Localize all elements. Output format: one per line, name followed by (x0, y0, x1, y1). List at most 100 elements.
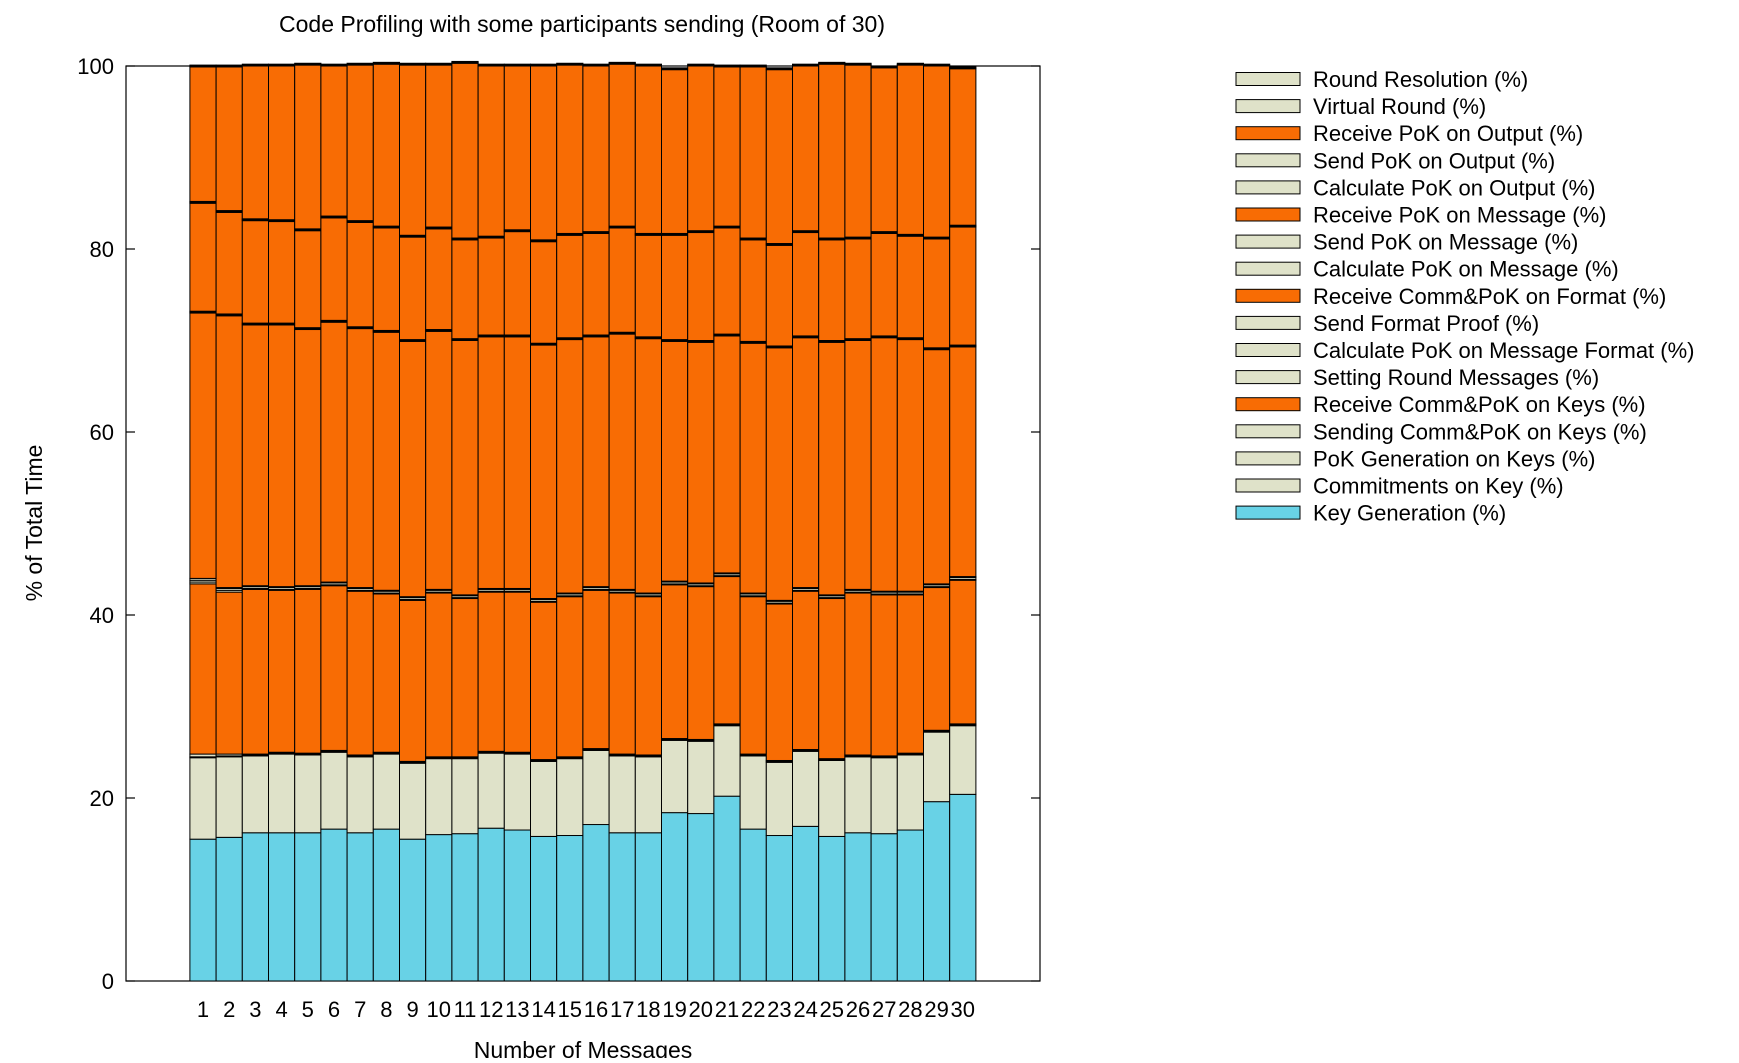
bar-25-commitments-on-key (818, 759, 846, 837)
bar-12-receive-pok-on-output (477, 65, 505, 237)
axes-layer: 1 2 3 4 5 6 7 8 9 10 11 12 13 14 15 16 17 18 19 20 21 22 23 24 2… (77, 54, 1040, 1022)
x-tick-label: 7 (354, 997, 366, 1022)
bar-23-receive-pok-on-output (765, 69, 793, 245)
bar-10-round-resolution (425, 62, 453, 65)
bar-12-commitments-on-key (477, 752, 505, 829)
bar-9-commitments-on-key (399, 762, 427, 840)
bar-30-receive-pok-on-message (949, 226, 977, 346)
bar-4-receive-comm-pok-on-format (268, 324, 296, 588)
bar-9-receive-pok-on-message (399, 236, 427, 341)
bar-23-receive-pok-on-message (765, 244, 793, 347)
bar-13-receive-comm-pok-on-keys (503, 591, 531, 753)
bar-25-receive-comm-pok-on-keys (818, 598, 846, 760)
bar-4-receive-comm-pok-on-keys (268, 589, 296, 753)
bar-7-receive-pok-on-output (346, 64, 374, 222)
legend-label-calculate-pok-on-output: Calculate PoK on Output (%) (1313, 175, 1595, 200)
bar-3-receive-comm-pok-on-keys (241, 588, 270, 755)
x-tick-label: 28 (898, 997, 922, 1022)
bar-27-receive-comm-pok-on-keys (870, 594, 898, 757)
x-tick-label: 12 (479, 997, 503, 1022)
bar-27-receive-pok-on-output (870, 67, 898, 233)
bar-10-receive-comm-pok-on-format (425, 330, 453, 590)
bar-3-receive-pok-on-output (241, 65, 270, 220)
legend-label-calculate-pok-on-message: Calculate PoK on Message (%) (1313, 257, 1619, 282)
bar-13-commitments-on-key (503, 753, 531, 831)
legend-swatch-pok-generation-on-keys (1235, 451, 1301, 466)
legend-label-receive-pok-on-output: Receive PoK on Output (%) (1313, 121, 1583, 146)
bar-14-round-resolution (530, 63, 558, 66)
bar-29-round-resolution (923, 63, 951, 66)
y-tick-label: 20 (90, 786, 114, 811)
bar-3-receive-pok-on-message (241, 220, 270, 324)
bar-15-round-resolution (556, 62, 584, 65)
bar-14-receive-comm-pok-on-format (530, 344, 558, 600)
bar-21-key-generation (713, 795, 741, 982)
legend-swatch-calculate-pok-on-message (1235, 261, 1301, 276)
bar-17-receive-pok-on-output (608, 63, 636, 227)
bar-28-key-generation (896, 829, 924, 982)
x-tick-label: 2 (223, 997, 235, 1022)
bar-2-key-generation (215, 836, 243, 982)
legend-swatch-key-generation (1235, 505, 1301, 520)
bar-28-receive-comm-pok-on-keys (896, 594, 924, 754)
x-tick-label: 30 (951, 997, 975, 1022)
bar-15-receive-pok-on-output (556, 64, 584, 234)
bar-2-round-resolution (215, 64, 243, 67)
x-tick-label: 8 (380, 997, 392, 1022)
bar-3-commitments-on-key (241, 755, 270, 834)
x-tick-label: 23 (767, 997, 791, 1022)
bar-14-receive-pok-on-message (530, 241, 558, 344)
bar-20-round-resolution (687, 63, 715, 66)
bar-26-receive-pok-on-message (844, 238, 872, 340)
bar-25-key-generation (818, 835, 846, 982)
bar-15-receive-comm-pok-on-format (556, 339, 584, 594)
bar-29-commitments-on-key (923, 731, 951, 803)
legend-label-sending-comm-pok-on-keys: Sending Comm&PoK on Keys (%) (1313, 419, 1647, 444)
legend-label-receive-pok-on-message: Receive PoK on Message (%) (1313, 203, 1606, 228)
y-tick-label: 100 (77, 54, 114, 79)
x-tick-label: 11 (454, 997, 477, 1022)
x-tick-label: 4 (275, 997, 287, 1022)
legend-swatch-receive-comm-pok-on-keys (1235, 397, 1301, 412)
bar-6-receive-comm-pok-on-keys (320, 585, 348, 751)
bar-2-receive-comm-pok-on-format (215, 315, 243, 589)
bar-24-receive-pok-on-output (792, 65, 820, 232)
legend-label-key-generation: Key Generation (%) (1313, 501, 1506, 526)
bar-7-commitments-on-key (346, 756, 374, 834)
bar-20-receive-pok-on-output (687, 65, 715, 232)
bar-13-key-generation (503, 829, 531, 982)
bar-30-receive-pok-on-output (949, 68, 977, 226)
bar-12-receive-comm-pok-on-format (477, 336, 505, 589)
legend-swatch-receive-pok-on-output (1235, 126, 1301, 141)
bar-18-commitments-on-key (634, 756, 662, 834)
x-tick-label: 27 (872, 997, 896, 1022)
bar-26-commitments-on-key (844, 756, 872, 834)
bar-18-receive-pok-on-output (634, 65, 662, 234)
bar-5-receive-pok-on-output (294, 64, 322, 230)
x-tick-label: 6 (328, 997, 340, 1022)
x-tick-label: 24 (793, 997, 817, 1022)
bar-27-round-resolution (870, 65, 898, 68)
bar-29-receive-comm-pok-on-format (923, 349, 951, 585)
bar-21-receive-pok-on-message (713, 227, 741, 335)
bar-22-receive-pok-on-output (739, 66, 767, 239)
legend-swatch-setting-round-messages (1235, 370, 1301, 385)
legend-label-calculate-pok-on-message-format: Calculate PoK on Message Format (%) (1313, 338, 1695, 363)
legend-swatch-virtual-round (1235, 99, 1301, 114)
bar-16-commitments-on-key (582, 749, 610, 826)
bar-11-key-generation (451, 833, 479, 982)
bar-20-receive-pok-on-message (687, 232, 715, 341)
bar-19-receive-comm-pok-on-keys (661, 584, 689, 740)
bar-2-receive-comm-pok-on-keys (215, 591, 243, 755)
bar-23-round-resolution (765, 67, 793, 70)
bar-2-receive-pok-on-output (215, 66, 243, 212)
bar-7-receive-comm-pok-on-format (346, 328, 374, 589)
bar-22-receive-pok-on-message (739, 239, 767, 342)
x-tick-label: 19 (662, 997, 686, 1022)
x-tick-label: 29 (924, 997, 948, 1022)
bar-25-receive-pok-on-message (818, 239, 846, 342)
legend-label-round-resolution: Round Resolution (%) (1313, 67, 1528, 92)
x-tick-label: 15 (558, 997, 582, 1022)
bar-8-receive-comm-pok-on-format (372, 331, 400, 591)
bar-6-receive-comm-pok-on-format (320, 321, 348, 583)
